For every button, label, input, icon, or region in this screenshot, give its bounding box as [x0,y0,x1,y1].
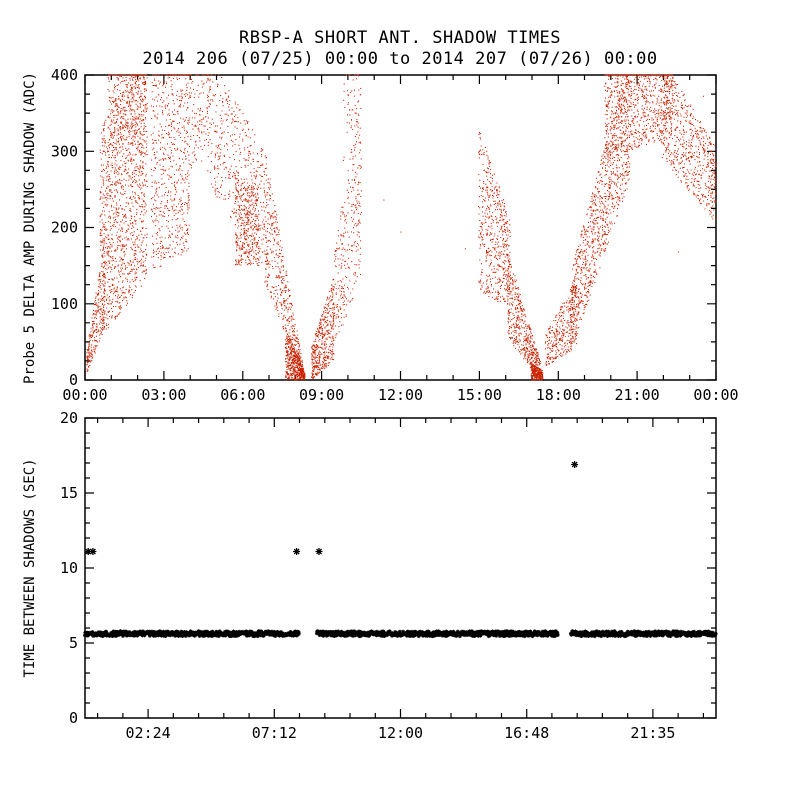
x-tick-label: 12:00 [378,724,423,742]
x-tick-label: 18:00 [536,386,581,404]
x-tick-label: 12:00 [378,386,423,404]
y-tick-label: 20 [60,409,78,427]
axis-ticks-1 [85,417,716,719]
x-tick-label: 06:00 [220,386,265,404]
x-tick-label: 02:24 [126,724,171,742]
axis-ticks-0 [84,74,717,381]
x-tick-label: 15:00 [457,386,502,404]
y-tick-label: 300 [51,142,78,160]
y-tick-label: 10 [60,559,78,577]
x-tick-label: 07:12 [252,724,297,742]
x-tick-label: 03:00 [141,386,186,404]
x-tick-label: 00:00 [62,386,107,404]
panel-frame-1 [84,417,717,719]
y-tick-label: 200 [51,219,78,237]
x-tick-label: 00:00 [693,386,738,404]
y-tick-label: 15 [60,484,78,502]
x-tick-label: 21:00 [615,386,660,404]
y-tick-label: 5 [69,634,78,652]
x-tick-label: 16:48 [504,724,549,742]
y-tick-label: 0 [69,371,78,389]
y-tick-label: 0 [69,709,78,727]
x-tick-label: 09:00 [299,386,344,404]
outlier-points-time-between-shadows [84,461,579,555]
x-tick-label: 21:35 [630,724,675,742]
band-points-time-between-shadows [83,629,718,639]
scatter-points-probe5-delta-amp-during-shadow [86,74,717,381]
chart-title: RBSP-A SHORT ANT. SHADOW TIMES [238,28,562,48]
chart-subtitle: 2014 206 (07/25) 00:00 to 2014 207 (07/2… [142,49,658,69]
y-tick-label: 100 [51,295,78,313]
y-tick-label: 400 [51,66,78,84]
